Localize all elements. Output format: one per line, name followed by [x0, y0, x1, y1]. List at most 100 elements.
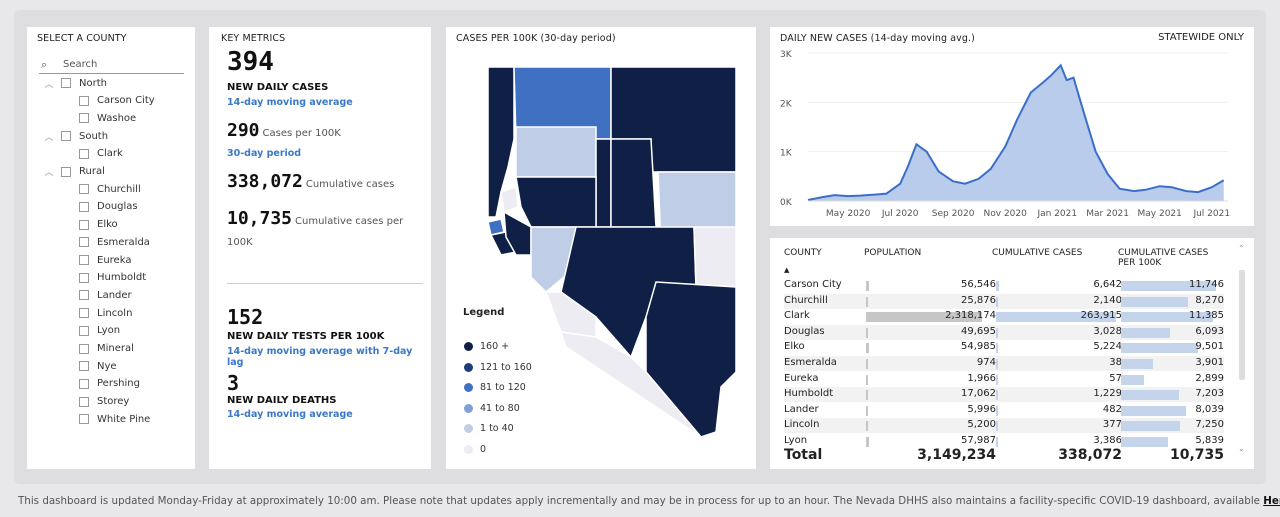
cases-bar [996, 359, 998, 369]
area-fill [808, 65, 1224, 201]
tree-item[interactable]: Mineral [79, 341, 134, 357]
tree-item-label: Clark [97, 148, 123, 160]
checkbox[interactable] [79, 237, 89, 248]
legend-swatch [464, 403, 473, 413]
scroll-up-icon[interactable]: ⌃ [1238, 244, 1245, 253]
footer-link[interactable]: Here [1263, 495, 1280, 507]
tree-item[interactable]: Clark [79, 146, 123, 162]
checkbox[interactable] [79, 113, 89, 124]
col-cumulative-per100k[interactable]: CUMULATIVE CASES PER 100K [1118, 248, 1209, 268]
table-row[interactable]: Esmeralda 974 38 3,901 [784, 356, 1224, 371]
tree-item[interactable]: ︿ North [43, 75, 106, 91]
tree-item[interactable]: Lander [79, 287, 132, 303]
checkbox[interactable] [79, 396, 89, 407]
checkbox[interactable] [79, 290, 89, 301]
tree-item[interactable]: Washoe [79, 110, 136, 126]
cell-population: 5,996 [967, 403, 996, 415]
cum-per100k-value: 10,735 [227, 208, 293, 229]
population-bar [866, 343, 869, 354]
table-row[interactable]: Elko 54,985 5,224 9,501 [784, 340, 1224, 355]
expand-caret-icon[interactable]: ︿ [44, 132, 54, 143]
tree-item-label: Douglas [97, 201, 138, 213]
cell-cases: 38 [1109, 357, 1122, 368]
col-county[interactable]: COUNTY [784, 248, 822, 258]
table-row[interactable]: Lander 5,996 482 8,039 [784, 403, 1224, 418]
checkbox[interactable] [79, 148, 89, 159]
metrics-title: KEY METRICS [221, 33, 286, 44]
table-scrollbar[interactable]: ⌃ ⌄ [1238, 244, 1246, 454]
checkbox[interactable] [79, 361, 89, 372]
table-row[interactable]: Lincoln 5,200 377 7,250 [784, 418, 1224, 434]
tree-item[interactable]: Eureka [79, 252, 131, 268]
tree-item-label: White Pine [97, 413, 151, 425]
scroll-thumb[interactable] [1239, 270, 1245, 380]
tree-item[interactable]: Pershing [79, 376, 140, 392]
cell-per100k: 3,901 [1195, 357, 1224, 368]
county-storey[interactable] [500, 185, 519, 214]
population-bar [866, 421, 868, 432]
checkbox[interactable] [79, 308, 89, 319]
expand-caret-icon[interactable]: ︿ [44, 168, 54, 178]
county-churchill[interactable] [515, 176, 597, 228]
population-bar [866, 437, 869, 447]
expand-caret-icon[interactable]: ︿ [44, 79, 54, 90]
tree-item[interactable]: Humboldt [79, 270, 146, 286]
cell-per100k: 2,899 [1195, 372, 1224, 384]
checkbox[interactable] [61, 78, 71, 88]
tree-item[interactable]: Lyon [79, 323, 120, 339]
table-row[interactable]: Douglas 49,695 3,028 6,093 [784, 324, 1224, 340]
population-bar [866, 296, 868, 307]
county-eureka[interactable] [610, 138, 657, 228]
table-row[interactable]: Carson City 56,546 6,642 11,746 [784, 278, 1224, 293]
footer-text: This dashboard is updated Monday-Friday … [18, 495, 1264, 507]
tree-item[interactable]: Churchill [79, 181, 141, 197]
tree-item[interactable]: White Pine [79, 411, 150, 427]
table-row[interactable]: Lyon 57,987 3,386 5,839 [784, 434, 1224, 449]
checkbox[interactable] [79, 201, 89, 212]
x-tick-label: May 2021 [1138, 209, 1182, 219]
table-row[interactable]: Eureka 1,966 57 2,899 [784, 372, 1224, 387]
checkbox[interactable] [79, 219, 89, 230]
cum-per100k-row: 10,735 Cumulative cases per 100K [227, 208, 431, 250]
checkbox[interactable] [79, 272, 89, 283]
tree-item[interactable]: Douglas [79, 199, 138, 215]
checkbox[interactable] [79, 378, 89, 389]
county-esmeralda[interactable] [544, 291, 597, 338]
tree-item[interactable]: Carson City [79, 93, 155, 109]
col-cumulative-cases[interactable]: CUMULATIVE CASES [992, 248, 1083, 258]
search-input[interactable]: ⌕ Search [39, 57, 184, 74]
checkbox[interactable] [61, 166, 71, 177]
cumulative-label: Cumulative cases [305, 179, 395, 190]
checkbox[interactable] [79, 255, 89, 265]
county-lander[interactable] [595, 138, 612, 228]
tree-item[interactable]: Elko [79, 217, 118, 233]
checkbox[interactable] [79, 414, 89, 425]
tree-item[interactable]: ︿ South [43, 128, 108, 144]
county-pershing[interactable] [515, 126, 597, 178]
cell-cases: 2,140 [1093, 294, 1122, 306]
tree-item[interactable]: Lincoln [79, 305, 132, 321]
table-row[interactable]: Churchill 25,876 2,140 8,270 [784, 293, 1224, 309]
tree-item[interactable]: Storey [79, 394, 129, 410]
checkbox[interactable] [79, 95, 89, 106]
tree-item[interactable]: Esmeralda [79, 234, 150, 250]
col-population[interactable]: POPULATION [864, 248, 922, 258]
checkbox[interactable] [79, 343, 89, 354]
table-row[interactable]: Humboldt 17,062 1,229 7,203 [784, 387, 1224, 403]
table-row[interactable]: Clark 2,318,174 263,915 11,385 [784, 309, 1224, 324]
checkbox[interactable] [61, 131, 71, 142]
county-lyon[interactable] [503, 210, 532, 256]
tree-item[interactable]: Nye [79, 358, 117, 374]
checkbox[interactable] [79, 325, 89, 336]
county-lincoln[interactable] [693, 226, 737, 288]
tree-item[interactable]: ︿ Rural [43, 164, 104, 180]
checkbox[interactable] [79, 184, 89, 195]
scroll-down-icon[interactable]: ⌄ [1238, 444, 1245, 453]
x-tick-label: Jul 2021 [1192, 209, 1230, 219]
sort-icon[interactable]: ▲ [784, 266, 790, 274]
daily-cases-label: NEW DAILY CASES [227, 82, 329, 93]
cases-bar [996, 327, 998, 338]
cell-county: Elko [784, 341, 805, 353]
county-clark[interactable] [645, 281, 737, 438]
search-icon: ⌕ [41, 58, 48, 71]
